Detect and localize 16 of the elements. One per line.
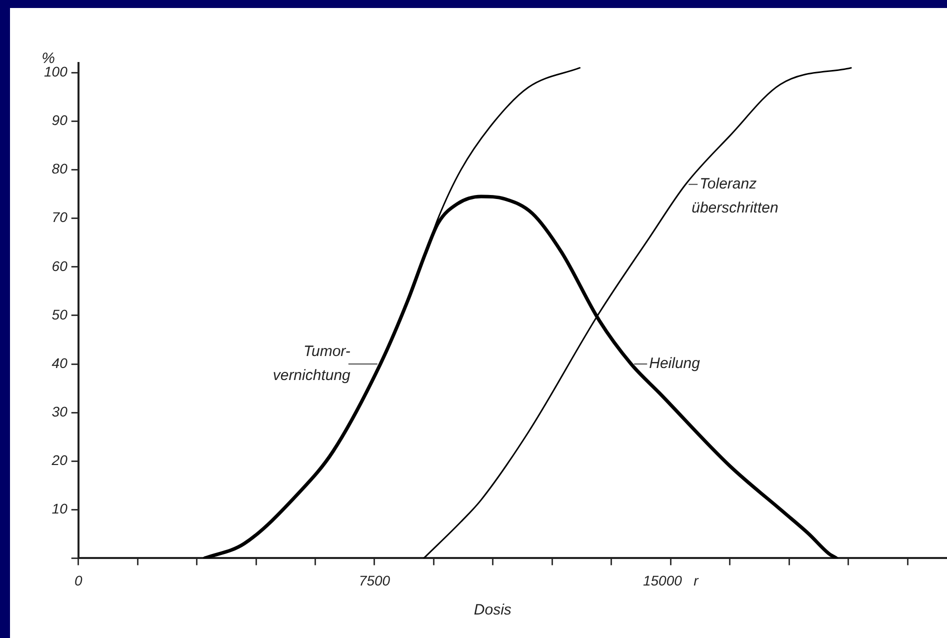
series-label: Heilung xyxy=(649,355,701,372)
y-tick-label: 40 xyxy=(52,354,68,371)
y-tick-label: 20 xyxy=(50,452,68,468)
series-label: Tumor-vernichtung xyxy=(272,343,352,384)
y-tick-label: 60 xyxy=(52,258,68,274)
x-axis-title: Dosis xyxy=(474,601,512,618)
series-label: Toleranz überschritten xyxy=(692,176,778,217)
y-tick-label: 30 xyxy=(52,403,68,420)
x-tick-label: 0 xyxy=(74,572,82,588)
x-tick-label: 15000 r xyxy=(642,572,700,588)
y-tick-label: 80 xyxy=(52,160,68,177)
x-tick-label: 7500 xyxy=(358,572,390,588)
y-tick-label: 50 xyxy=(52,306,68,322)
y-tick-label: 10 xyxy=(52,500,68,517)
y-tick-label: 90 xyxy=(52,112,68,128)
y-tick-label: 70 xyxy=(52,209,68,226)
